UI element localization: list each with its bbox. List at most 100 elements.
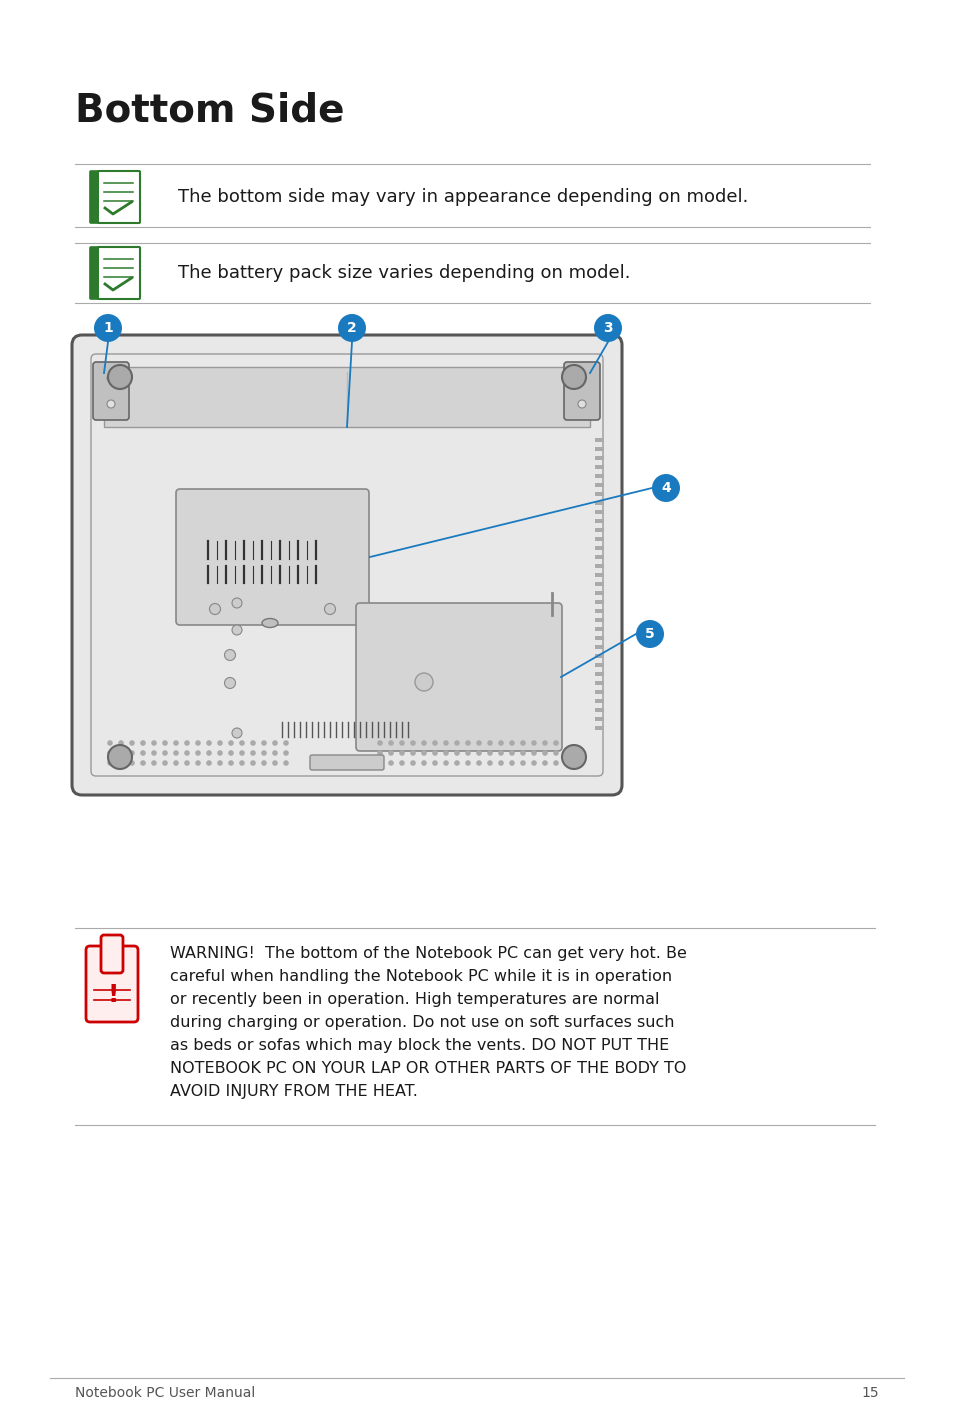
Text: NOTEBOOK PC ON YOUR LAP OR OTHER PARTS OF THE BODY TO: NOTEBOOK PC ON YOUR LAP OR OTHER PARTS O…: [170, 1061, 685, 1076]
Circle shape: [497, 760, 503, 766]
Text: AVOID INJURY FROM THE HEAT.: AVOID INJURY FROM THE HEAT.: [170, 1083, 417, 1099]
Circle shape: [283, 760, 289, 766]
Bar: [104, 367, 589, 427]
FancyBboxPatch shape: [90, 247, 99, 299]
Circle shape: [476, 750, 481, 756]
Circle shape: [239, 740, 245, 746]
Circle shape: [421, 750, 426, 756]
Text: 5: 5: [644, 627, 654, 641]
FancyBboxPatch shape: [98, 247, 140, 299]
Circle shape: [594, 313, 621, 342]
Circle shape: [232, 727, 242, 737]
Bar: [595, 492, 603, 496]
Circle shape: [443, 740, 448, 746]
Circle shape: [162, 750, 168, 756]
Text: The bottom side may vary in appearance depending on model.: The bottom side may vary in appearance d…: [178, 189, 747, 206]
Text: 1: 1: [103, 320, 112, 335]
Circle shape: [239, 750, 245, 756]
Circle shape: [129, 740, 134, 746]
Circle shape: [443, 750, 448, 756]
Circle shape: [509, 740, 515, 746]
Circle shape: [497, 750, 503, 756]
Text: 4: 4: [660, 481, 670, 495]
Circle shape: [283, 740, 289, 746]
FancyBboxPatch shape: [86, 946, 138, 1022]
Circle shape: [173, 750, 178, 756]
Circle shape: [261, 740, 267, 746]
Circle shape: [432, 760, 437, 766]
Circle shape: [228, 740, 233, 746]
Circle shape: [261, 760, 267, 766]
Circle shape: [519, 740, 525, 746]
Circle shape: [432, 740, 437, 746]
Circle shape: [465, 740, 471, 746]
Circle shape: [232, 598, 242, 608]
Circle shape: [541, 740, 547, 746]
Circle shape: [541, 750, 547, 756]
Circle shape: [283, 750, 289, 756]
Bar: [595, 600, 603, 604]
Circle shape: [561, 744, 585, 769]
Circle shape: [531, 750, 537, 756]
Circle shape: [509, 760, 515, 766]
Circle shape: [250, 740, 255, 746]
Circle shape: [541, 760, 547, 766]
Circle shape: [398, 740, 404, 746]
Circle shape: [272, 750, 277, 756]
Bar: [595, 501, 603, 505]
Circle shape: [108, 364, 132, 389]
Circle shape: [151, 760, 156, 766]
Circle shape: [376, 750, 382, 756]
Bar: [595, 627, 603, 631]
Bar: [595, 691, 603, 693]
Circle shape: [636, 620, 663, 648]
Circle shape: [410, 750, 416, 756]
Circle shape: [388, 740, 394, 746]
Circle shape: [195, 750, 200, 756]
Text: The battery pack size varies depending on model.: The battery pack size varies depending o…: [178, 264, 630, 282]
FancyBboxPatch shape: [101, 934, 123, 973]
Bar: [595, 681, 603, 685]
Text: Notebook PC User Manual: Notebook PC User Manual: [75, 1385, 255, 1400]
Bar: [595, 564, 603, 569]
Circle shape: [578, 400, 585, 408]
Text: 15: 15: [861, 1385, 878, 1400]
Circle shape: [228, 750, 233, 756]
Circle shape: [376, 760, 382, 766]
Circle shape: [232, 625, 242, 635]
Text: as beds or sofas which may block the vents. DO NOT PUT THE: as beds or sofas which may block the ven…: [170, 1038, 669, 1054]
Circle shape: [272, 760, 277, 766]
FancyBboxPatch shape: [355, 603, 561, 752]
Circle shape: [421, 760, 426, 766]
Circle shape: [337, 313, 366, 342]
Circle shape: [206, 740, 212, 746]
Bar: [595, 608, 603, 613]
Bar: [595, 438, 603, 442]
Circle shape: [415, 674, 433, 691]
Bar: [595, 554, 603, 559]
Circle shape: [224, 678, 235, 689]
Circle shape: [162, 740, 168, 746]
Circle shape: [107, 374, 115, 381]
FancyBboxPatch shape: [71, 335, 621, 795]
Bar: [595, 537, 603, 542]
Circle shape: [151, 740, 156, 746]
Bar: [595, 672, 603, 676]
Circle shape: [553, 750, 558, 756]
Bar: [595, 618, 603, 623]
Text: 3: 3: [602, 320, 612, 335]
Bar: [595, 527, 603, 532]
Circle shape: [184, 760, 190, 766]
Bar: [595, 465, 603, 469]
Circle shape: [497, 740, 503, 746]
Text: Bottom Side: Bottom Side: [75, 92, 344, 130]
Circle shape: [140, 750, 146, 756]
Circle shape: [519, 760, 525, 766]
Text: 2: 2: [347, 320, 356, 335]
Text: WARNING!  The bottom of the Notebook PC can get very hot. Be: WARNING! The bottom of the Notebook PC c…: [170, 946, 686, 961]
Circle shape: [129, 760, 134, 766]
Circle shape: [410, 740, 416, 746]
Bar: [595, 573, 603, 577]
Circle shape: [509, 750, 515, 756]
Bar: [595, 510, 603, 513]
